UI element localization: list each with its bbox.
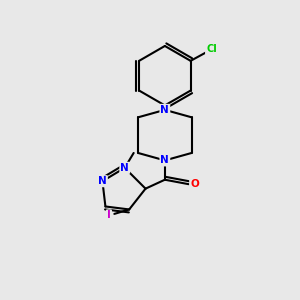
Text: Cl: Cl [206,44,217,54]
Text: N: N [120,163,129,173]
Text: N: N [98,176,107,186]
Text: O: O [190,179,199,189]
Text: N: N [160,105,169,115]
Text: I: I [107,210,111,220]
Text: N: N [160,155,169,165]
